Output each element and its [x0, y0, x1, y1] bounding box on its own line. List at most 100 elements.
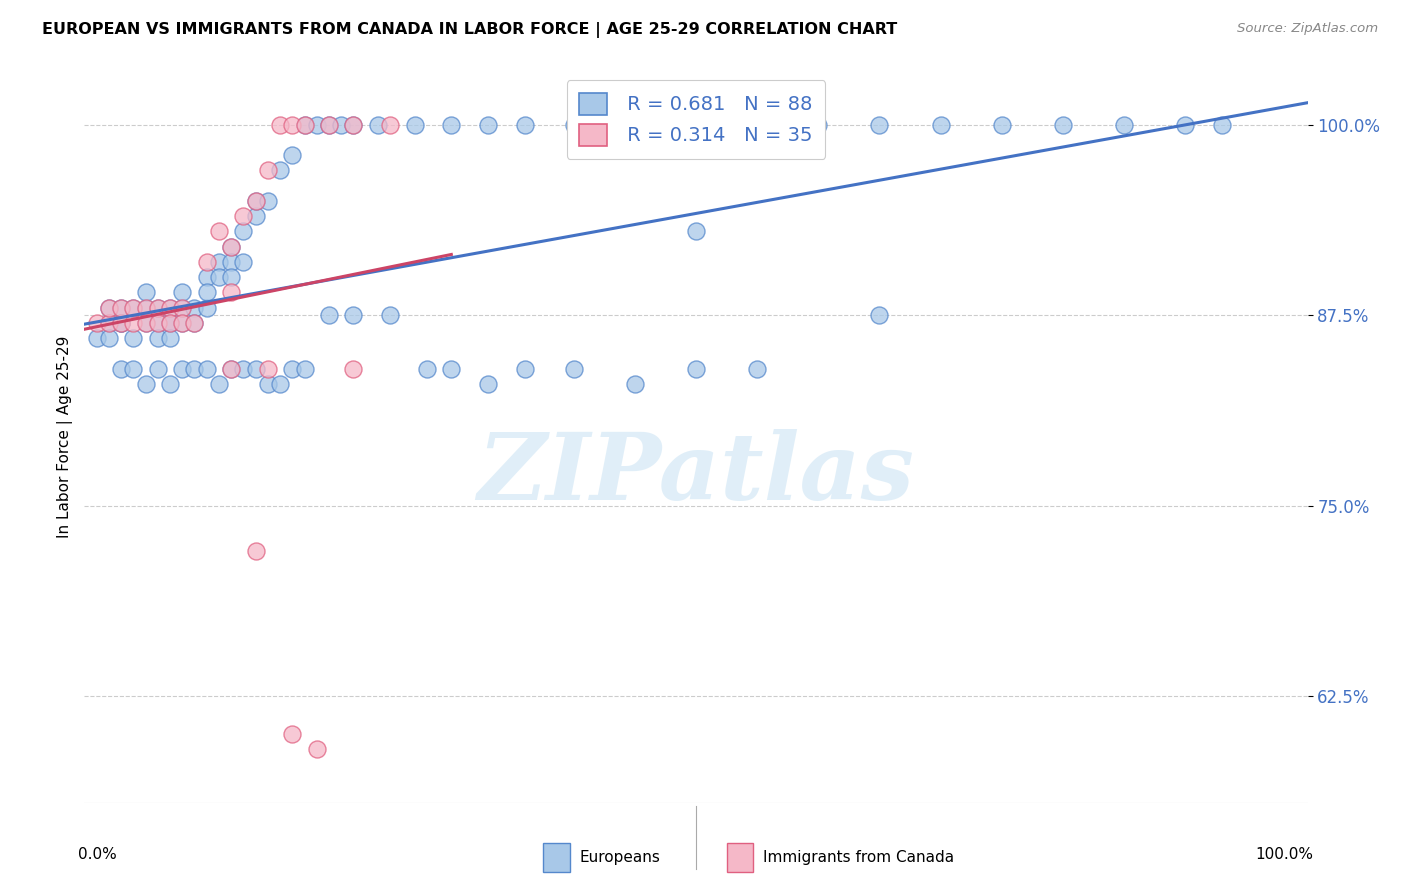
Text: Source: ZipAtlas.com: Source: ZipAtlas.com: [1237, 22, 1378, 36]
Point: [685, 361, 707, 376]
Point: [232, 255, 254, 269]
Point: [97, 331, 120, 345]
Point: [685, 224, 707, 238]
Point: [416, 361, 439, 376]
Point: [159, 316, 181, 330]
Point: [135, 316, 157, 330]
Point: [747, 361, 769, 376]
Point: [195, 285, 218, 300]
Text: Europeans: Europeans: [579, 850, 661, 865]
Point: [342, 118, 364, 132]
Text: Immigrants from Canada: Immigrants from Canada: [763, 850, 955, 865]
Point: [159, 316, 181, 330]
Point: [183, 316, 205, 330]
Point: [195, 270, 218, 285]
Point: [245, 544, 267, 558]
Text: 0.0%: 0.0%: [79, 847, 117, 862]
Text: 100.0%: 100.0%: [1256, 847, 1313, 862]
Point: [281, 727, 304, 741]
Point: [146, 316, 169, 330]
Point: [232, 361, 254, 376]
Point: [513, 118, 536, 132]
Point: [172, 285, 194, 300]
Point: [257, 376, 280, 391]
Point: [305, 118, 328, 132]
Point: [122, 361, 145, 376]
Point: [257, 163, 280, 178]
Y-axis label: In Labor Force | Age 25-29: In Labor Force | Age 25-29: [58, 336, 73, 538]
Point: [257, 194, 280, 208]
Point: [135, 285, 157, 300]
Point: [208, 376, 231, 391]
Point: [232, 224, 254, 238]
Point: [342, 361, 364, 376]
Point: [110, 316, 132, 330]
Point: [991, 118, 1014, 132]
Point: [110, 361, 132, 376]
Point: [342, 308, 364, 322]
Text: ZIPatlas: ZIPatlas: [478, 429, 914, 518]
Point: [86, 316, 108, 330]
Point: [172, 316, 194, 330]
Point: [1114, 118, 1136, 132]
Legend:  R = 0.681   N = 88,  R = 0.314   N = 35: R = 0.681 N = 88, R = 0.314 N = 35: [567, 80, 825, 159]
Point: [294, 118, 316, 132]
Point: [245, 194, 267, 208]
Point: [869, 308, 891, 322]
Point: [219, 239, 242, 253]
Point: [159, 301, 181, 315]
Point: [380, 308, 402, 322]
Point: [219, 255, 242, 269]
Point: [195, 301, 218, 315]
Point: [146, 301, 169, 315]
Point: [110, 301, 132, 315]
Point: [146, 361, 169, 376]
Point: [183, 301, 205, 315]
Point: [269, 118, 291, 132]
Point: [747, 118, 769, 132]
Point: [305, 742, 328, 756]
Point: [183, 316, 205, 330]
Point: [380, 118, 402, 132]
Point: [219, 361, 242, 376]
Point: [172, 361, 194, 376]
Point: [195, 361, 218, 376]
Point: [110, 316, 132, 330]
Point: [172, 301, 194, 315]
Point: [562, 118, 585, 132]
Point: [269, 163, 291, 178]
Point: [219, 239, 242, 253]
Point: [146, 331, 169, 345]
Point: [440, 361, 463, 376]
Point: [440, 118, 463, 132]
Point: [562, 361, 585, 376]
Point: [1174, 118, 1197, 132]
FancyBboxPatch shape: [727, 843, 754, 872]
Point: [318, 118, 340, 132]
Point: [294, 118, 316, 132]
Point: [110, 316, 132, 330]
Point: [869, 118, 891, 132]
Point: [135, 301, 157, 315]
Point: [146, 316, 169, 330]
Point: [135, 316, 157, 330]
Point: [219, 270, 242, 285]
Point: [208, 270, 231, 285]
Point: [208, 255, 231, 269]
Point: [404, 118, 426, 132]
Point: [146, 301, 169, 315]
Point: [97, 301, 120, 315]
Point: [513, 361, 536, 376]
Point: [159, 316, 181, 330]
Point: [281, 148, 304, 162]
Point: [245, 209, 267, 223]
Point: [122, 331, 145, 345]
Point: [929, 118, 952, 132]
Point: [172, 301, 194, 315]
Point: [97, 316, 120, 330]
Point: [318, 308, 340, 322]
Point: [219, 285, 242, 300]
Point: [219, 361, 242, 376]
Point: [159, 301, 181, 315]
Point: [245, 194, 267, 208]
